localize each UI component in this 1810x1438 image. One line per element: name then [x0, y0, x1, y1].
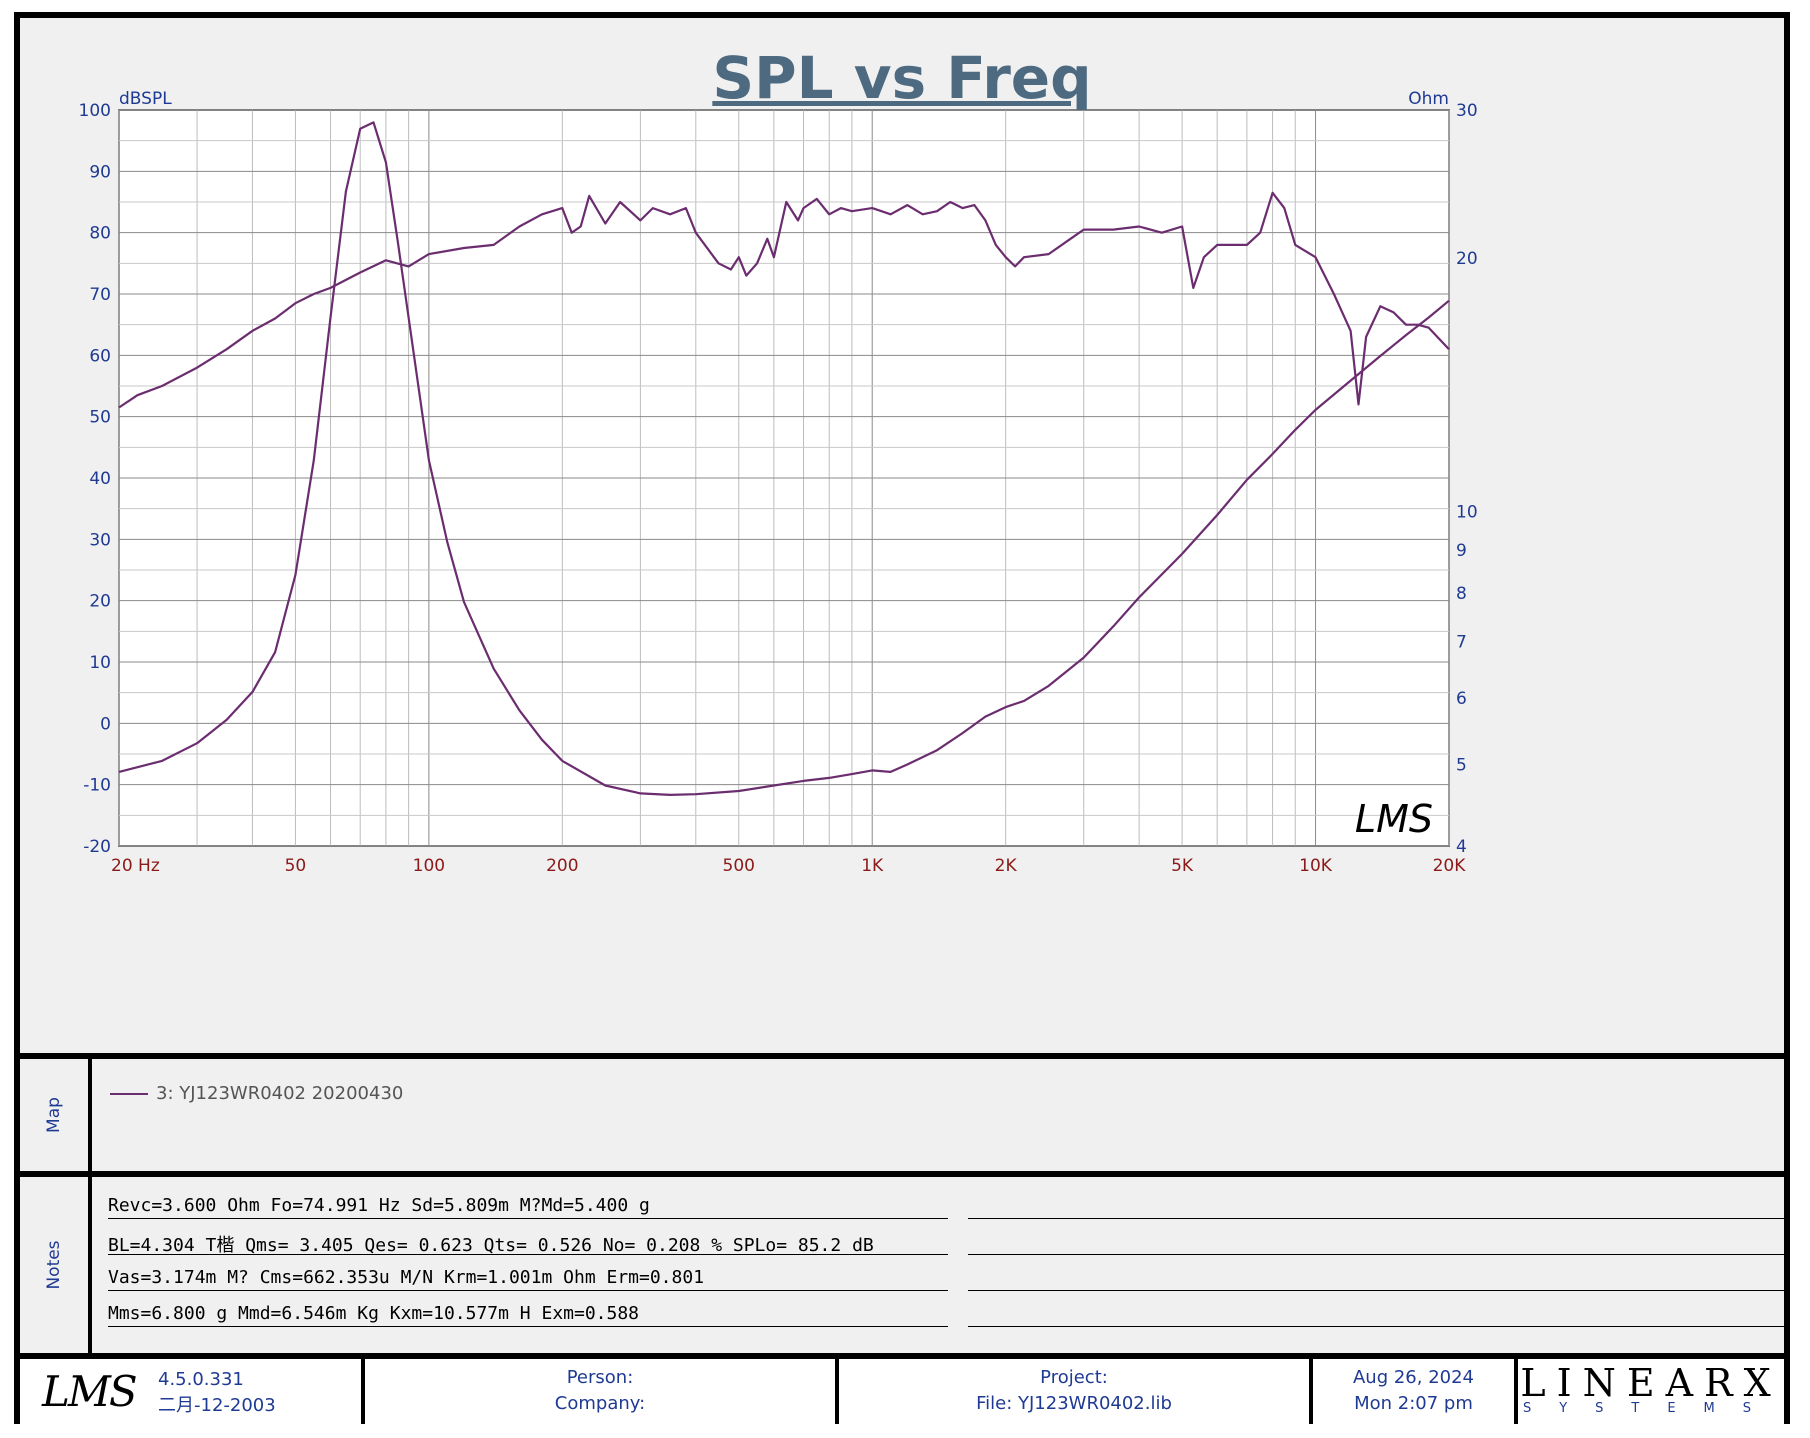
notes-label: Notes: [44, 1240, 64, 1290]
y-tick-label: 10: [89, 653, 111, 673]
footer-version-cell: LMS 4.5.0.331 二月-12-2003: [20, 1359, 365, 1424]
report-date: Aug 26, 2024: [1352, 1367, 1475, 1388]
y-tick-label: 0: [100, 714, 111, 734]
y-axis-label: dBSPL: [119, 89, 172, 109]
y-tick-label: 90: [89, 162, 111, 182]
chart-panel: SPL vs Freq 100 90 80 70 60 50 40 30 20 10 0 -10 -20…: [20, 18, 1784, 1059]
note-line-4: Mms=6.800 g Mmd=6.546m Kg Kxm=10.577m H …: [108, 1303, 640, 1324]
note-rule: [108, 1290, 948, 1291]
version-number: 4.5.0.331: [158, 1369, 244, 1390]
y-right-tick-label: 8: [1456, 584, 1467, 604]
y-tick-label: 100: [79, 101, 111, 121]
spl-chart: 1009080706050403020100-10-20302010987654…: [79, 89, 1478, 876]
note-line-2: BL=4.304 T楷 Qms= 3.405 Qes= 0.623 Qts= 0…: [108, 1235, 874, 1256]
notes-panel: Notes Revc=3.600 Ohm Fo=74.991 Hz Sd=5.8…: [20, 1177, 1788, 1359]
file-label: File: YJ123WR0402.lib: [976, 1393, 1172, 1414]
chart-title: SPL vs Freq: [712, 44, 1092, 112]
brand-name: LINEARX: [1520, 1361, 1782, 1405]
x-tick-label: 20K: [1433, 856, 1467, 876]
note-rule: [968, 1326, 1788, 1327]
y-right-tick-label: 20: [1456, 249, 1478, 269]
impedance-curve: [118, 121, 1450, 797]
lms-logo: LMS: [42, 1367, 138, 1416]
footer-person-cell: Person: Company:: [365, 1359, 839, 1424]
legend: 3: YJ123WR0402 20200430: [110, 1083, 403, 1104]
chart-watermark: LMS: [1355, 797, 1433, 841]
y-tick-label: 70: [89, 285, 111, 305]
person-label: Person:: [566, 1367, 634, 1388]
y-right-tick-label: 5: [1456, 755, 1467, 775]
y-tick-label: 40: [89, 469, 111, 489]
note-rule: [968, 1254, 1788, 1255]
y-tick-label: -10: [83, 776, 111, 796]
note-rule: [968, 1290, 1788, 1291]
x-tick-label: 2K: [995, 856, 1018, 876]
footer-project-cell: Project: File: YJ123WR0402.lib: [839, 1359, 1313, 1424]
footer: LMS 4.5.0.331 二月-12-2003 Person: Company…: [20, 1359, 1784, 1424]
y-tick-label: 50: [89, 408, 111, 428]
note-rule: [968, 1218, 1788, 1219]
note-rule: [108, 1218, 948, 1219]
project-label: Project:: [1040, 1367, 1108, 1388]
x-tick-label: 200: [546, 856, 578, 876]
y-right-tick-label: 6: [1456, 689, 1467, 709]
y-tick-label: 30: [89, 530, 111, 550]
note-rule: [108, 1254, 948, 1255]
x-tick-label: 20 Hz: [111, 856, 160, 876]
x-tick-label: 50: [285, 856, 307, 876]
spl-curve: [118, 191, 1450, 409]
brand-sub: SYSTEMS: [1522, 1401, 1780, 1416]
note-rule: [108, 1326, 948, 1327]
company-label: Company:: [554, 1393, 646, 1414]
x-tick-label: 1K: [861, 856, 884, 876]
y-tick-label: 60: [89, 346, 111, 366]
report-frame: SPL vs Freq 100 90 80 70 60 50 40 30 20 10 0 -10 -20…: [14, 12, 1790, 1424]
legend-entry: 3: YJ123WR0402 20200430: [156, 1083, 404, 1104]
map-side-label: Map: [20, 1059, 92, 1171]
y-tick-label: 80: [89, 224, 111, 244]
footer-date-cell: Aug 26, 2024 Mon 2:07 pm: [1313, 1359, 1518, 1424]
y-right-tick-label: 30: [1456, 101, 1478, 121]
y-tick-label: 20: [89, 592, 111, 612]
version-date: 二月-12-2003: [158, 1395, 276, 1416]
x-tick-label: 10K: [1299, 856, 1333, 876]
map-label: Map: [44, 1097, 64, 1133]
x-tick-label: 5K: [1171, 856, 1194, 876]
notes-side-label: Notes: [20, 1177, 92, 1353]
y-right-tick-label: 7: [1456, 633, 1467, 653]
report-time: Mon 2:07 pm: [1354, 1393, 1473, 1414]
legend-swatch: [110, 1092, 148, 1095]
y-right-axis-label: Ohm: [1408, 89, 1449, 109]
linearx-logo: LINEARX SYSTEMS: [1520, 1361, 1782, 1416]
x-tick-label: 500: [723, 856, 755, 876]
x-tick-label: 100: [413, 856, 445, 876]
y-tick-label: -20: [83, 837, 111, 857]
map-panel: Map 3: YJ123WR0402 20200430: [20, 1059, 1784, 1177]
version-info: 4.5.0.331 二月-12-2003: [158, 1367, 276, 1419]
y-right-tick-label: 4: [1456, 837, 1467, 857]
y-right-tick-label: 9: [1456, 541, 1467, 561]
note-line-1: Revc=3.600 Ohm Fo=74.991 Hz Sd=5.809m M?…: [108, 1195, 650, 1216]
y-right-tick-label: 10: [1456, 502, 1478, 522]
note-line-3: Vas=3.174m M? Cms=662.353u M/N Krm=1.001…: [108, 1267, 705, 1288]
